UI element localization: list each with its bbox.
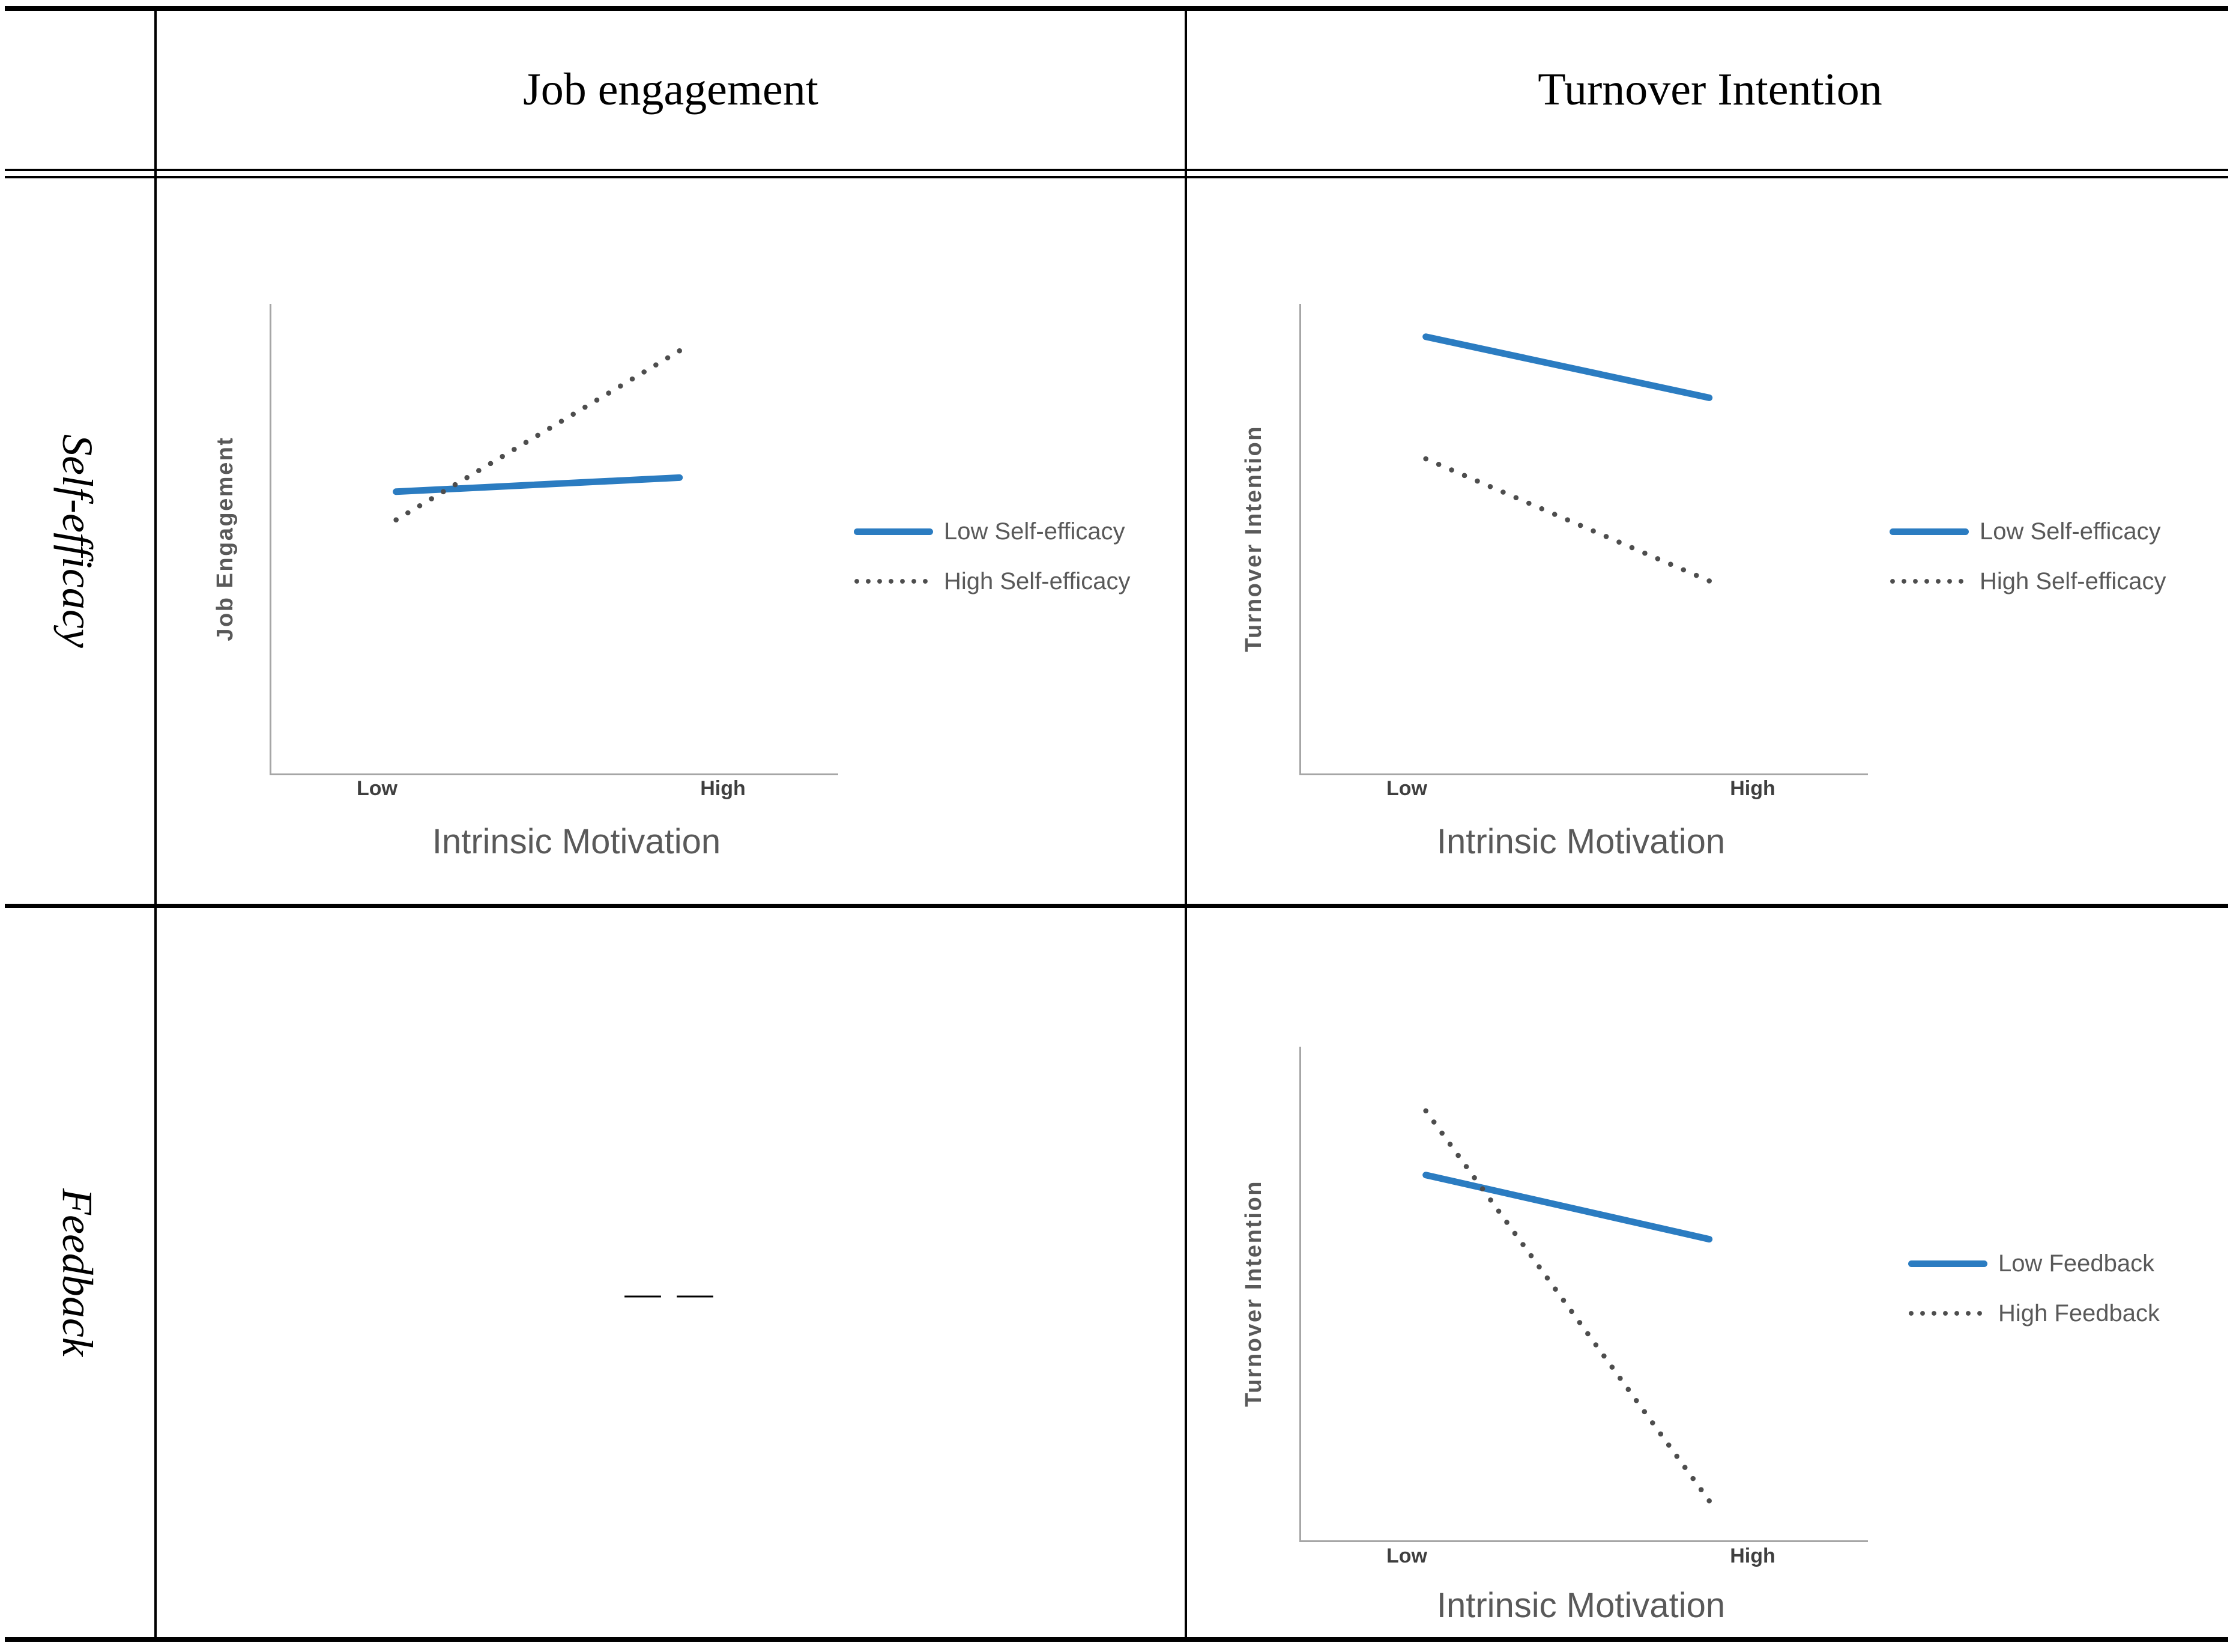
legend-item-high-feedback: High Feedback [1908,1299,2160,1328]
plot-area-turnover-self-efficacy [1299,304,1868,775]
x-tick-low: Low [357,777,397,800]
x-axis-title: Intrinsic Motivation [1436,1586,1726,1625]
row-header-feedback-label: Feedback [53,1188,101,1357]
legend-item-high-self-efficacy: High Self-efficacy [1890,567,2166,596]
table-top-border [5,6,2228,11]
header-double-rule-upper [5,169,2228,171]
y-axis-label: Job Engagement [213,436,238,641]
plot-area-job-engagement [270,304,838,775]
empty-cell-dashes: — — [624,1272,717,1313]
legend-swatch-solid-line [1890,528,1969,535]
col-header-turnover-intention: Turnover Intention [1538,64,1882,115]
col-header-job-engagement: Job engagement [523,64,818,115]
legend-label: High Feedback [1998,1300,2160,1327]
legend-label: Low Self-efficacy [944,518,1125,545]
x-axis-title: Intrinsic Motivation [432,822,721,861]
line-chart-job-engagement [393,348,683,523]
y-axis-label: Turnover Intention [1241,1180,1266,1407]
legend-item-low-feedback: Low Feedback [1908,1249,2154,1278]
x-tick-high: High [1730,777,1775,800]
x-tick-high: High [700,777,746,800]
legend-item-high-self-efficacy: High Self-efficacy [854,567,1131,596]
row-header-self-efficacy-label: Self-efficacy [53,434,101,648]
legend-item-low-self-efficacy: Low Self-efficacy [854,517,1125,546]
row-header-self-efficacy: Self-efficacy [0,178,154,904]
legend-swatch-dotted-line [1908,1310,1987,1316]
y-axis-label: Turnover Intention [1241,425,1266,652]
line-chart-turnover-self-efficacy [1422,333,1713,584]
legend-swatch-dotted-line [854,578,933,584]
line-chart-turnover-feedback [1422,1108,1713,1504]
legend-label: High Self-efficacy [944,567,1131,595]
plot-area-turnover-feedback [1299,1047,1868,1542]
legend-label: High Self-efficacy [1980,567,2166,595]
legend-item-low-self-efficacy: Low Self-efficacy [1890,517,2161,546]
legend-swatch-solid-line [1908,1260,1987,1267]
column-divider-right [1185,11,1187,1637]
legend-swatch-dotted-line [1890,578,1969,584]
column-divider-left [154,11,157,1637]
legend-swatch-solid-line [854,528,933,535]
x-tick-low: Low [1386,777,1427,800]
x-axis-title: Intrinsic Motivation [1436,822,1726,861]
x-tick-low: Low [1386,1545,1427,1567]
table-bottom-border [5,1637,2228,1642]
legend-label: Low Self-efficacy [1980,518,2161,545]
legend-label: Low Feedback [1998,1250,2155,1277]
row-divider-rule [5,904,2228,908]
row-header-feedback: Feedback [0,908,154,1637]
header-double-rule-lower [5,176,2228,178]
x-tick-high: High [1730,1545,1775,1567]
